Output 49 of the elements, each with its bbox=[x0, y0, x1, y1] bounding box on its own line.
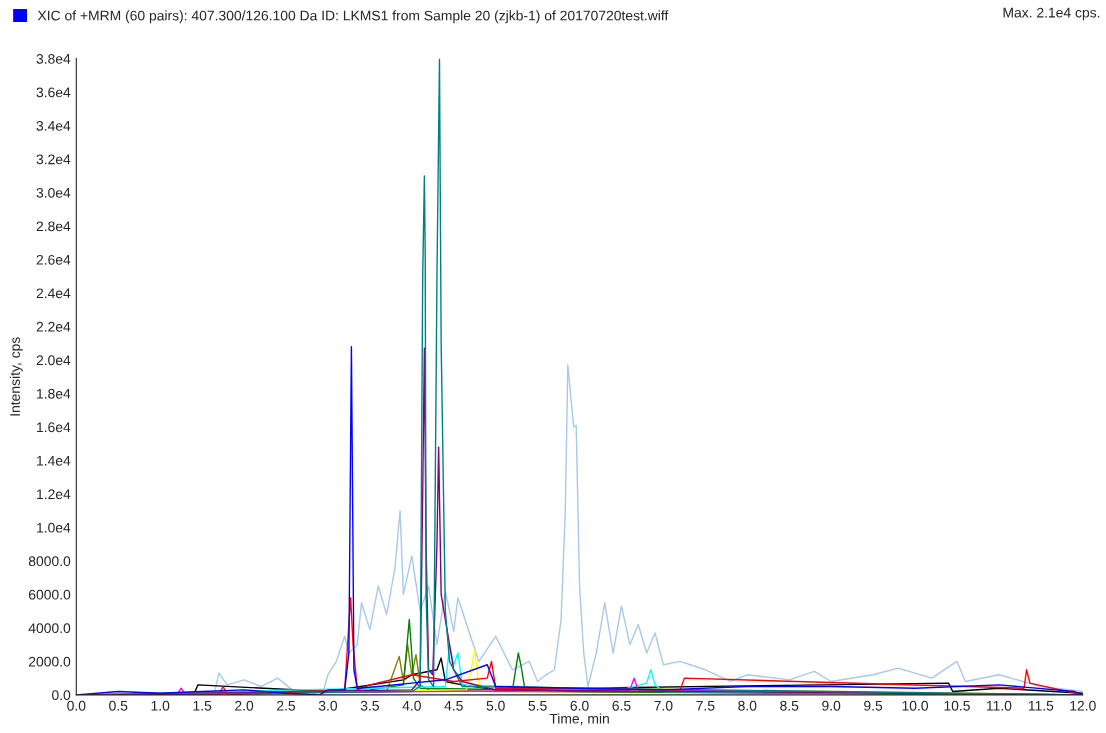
y-tick-label: 1.2e4 bbox=[37, 489, 71, 500]
y-tick-label: 1.8e4 bbox=[37, 388, 71, 399]
y-tick-label: 6000.0 bbox=[28, 589, 71, 600]
x-tick-label: 11.5 bbox=[1028, 700, 1054, 711]
y-tick-label: 3.4e4 bbox=[36, 120, 71, 131]
x-tick-label: 8.0 bbox=[738, 700, 757, 711]
y-tick-label: 3.2e4 bbox=[36, 154, 71, 165]
y-tick-label: 1.4e4 bbox=[37, 455, 71, 466]
y-tick-label: 0.0 bbox=[52, 690, 71, 701]
x-tick-label: 10.0 bbox=[902, 700, 928, 711]
y-tick-label: 8000.0 bbox=[28, 556, 71, 567]
x-tick-label: 1.5 bbox=[193, 700, 212, 711]
y-tick-label: 2.8e4 bbox=[36, 221, 71, 232]
x-tick-label: 4.0 bbox=[402, 700, 421, 711]
x-tick-label: 6.0 bbox=[570, 700, 589, 711]
y-tick-label: 2000.0 bbox=[28, 656, 71, 667]
y-axis-title: Intensity, cps bbox=[9, 337, 23, 416]
y-tick-label: 3.0e4 bbox=[36, 187, 71, 198]
x-tick-label: 1.0 bbox=[151, 700, 170, 711]
y-tick-label: 3.8e4 bbox=[36, 53, 71, 64]
x-tick-label: 2.5 bbox=[277, 700, 296, 711]
text: Max. 2.1e4 cps. bbox=[1003, 7, 1100, 21]
x-tick-label: 7.0 bbox=[654, 700, 673, 711]
x-axis-title: Time, min bbox=[549, 713, 609, 726]
x-tick-label: 3.5 bbox=[360, 700, 379, 711]
y-tick-label: 1.6e4 bbox=[37, 422, 71, 433]
x-tick-label: 5.5 bbox=[528, 700, 547, 711]
x-tick-label: 11.0 bbox=[986, 700, 1012, 711]
x-tick-label: 0.0 bbox=[67, 700, 86, 711]
x-tick-label: 5.0 bbox=[486, 700, 505, 711]
y-tick-label: 3.6e4 bbox=[36, 87, 71, 98]
x-tick-label: 4.5 bbox=[444, 700, 463, 711]
x-tick-label: 2.0 bbox=[235, 700, 254, 711]
y-tick-label: 4000.0 bbox=[28, 623, 71, 634]
legend-label: XIC of +MRM (60 pairs): 407.300/126.100 Da ID: LKMS1 from Sample 20 (zjkb-1) of 20170720test.wiff bbox=[37, 10, 669, 24]
x-tick-label: 0.5 bbox=[109, 700, 128, 711]
x-tick-label: 9.5 bbox=[864, 700, 883, 711]
y-tick-label: 1.0e4 bbox=[37, 522, 71, 533]
x-tick-label: 9.0 bbox=[822, 700, 841, 711]
x-tick-label: 8.5 bbox=[780, 700, 799, 711]
x-tick-label: 3.0 bbox=[318, 700, 338, 711]
y-tick-label: 2.6e4 bbox=[36, 254, 71, 265]
y-tick-label: 2.0e4 bbox=[36, 355, 71, 366]
x-tick-label: 10.5 bbox=[944, 700, 970, 711]
y-tick-label: 2.2e4 bbox=[36, 321, 71, 332]
x-tick-label: 12.0 bbox=[1070, 700, 1096, 711]
y-tick-label: 2.4e4 bbox=[36, 288, 71, 299]
x-tick-label: 7.5 bbox=[696, 700, 715, 711]
x-tick-label: 6.5 bbox=[612, 700, 631, 711]
